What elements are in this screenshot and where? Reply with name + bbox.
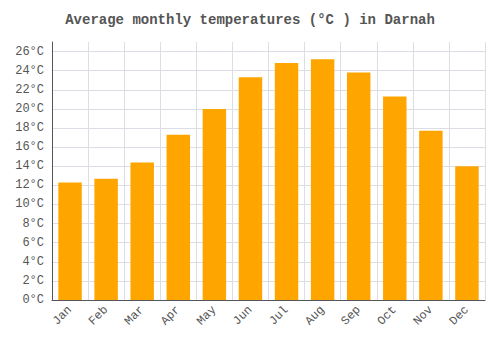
svg-text:Average monthly temperatures (: Average monthly temperatures (°C ) in Da… bbox=[65, 12, 435, 28]
svg-text:14°C: 14°C bbox=[15, 159, 44, 173]
svg-text:Aug: Aug bbox=[302, 303, 327, 328]
svg-text:16°C: 16°C bbox=[15, 140, 44, 154]
svg-text:26°C: 26°C bbox=[15, 45, 44, 59]
svg-text:24°C: 24°C bbox=[15, 64, 44, 78]
svg-text:8°C: 8°C bbox=[22, 217, 44, 231]
svg-text:Jul: Jul bbox=[266, 303, 291, 328]
svg-text:4°C: 4°C bbox=[22, 255, 44, 269]
svg-text:Oct: Oct bbox=[375, 303, 400, 328]
svg-text:0°C: 0°C bbox=[22, 293, 44, 307]
svg-text:Sep: Sep bbox=[339, 303, 364, 328]
svg-text:20°C: 20°C bbox=[15, 102, 44, 116]
svg-text:Jan: Jan bbox=[50, 303, 75, 328]
svg-text:22°C: 22°C bbox=[15, 83, 44, 97]
svg-text:Nov: Nov bbox=[411, 303, 436, 328]
svg-text:12°C: 12°C bbox=[15, 178, 44, 192]
svg-text:Dec: Dec bbox=[447, 303, 472, 328]
svg-text:May: May bbox=[194, 303, 219, 328]
svg-text:Jun: Jun bbox=[230, 303, 255, 328]
svg-text:Apr: Apr bbox=[158, 303, 183, 328]
svg-text:Mar: Mar bbox=[122, 303, 147, 328]
svg-text:2°C: 2°C bbox=[22, 274, 44, 288]
svg-text:18°C: 18°C bbox=[15, 121, 44, 135]
svg-text:Feb: Feb bbox=[86, 303, 111, 328]
svg-text:10°C: 10°C bbox=[15, 197, 44, 211]
svg-text:6°C: 6°C bbox=[22, 236, 44, 250]
